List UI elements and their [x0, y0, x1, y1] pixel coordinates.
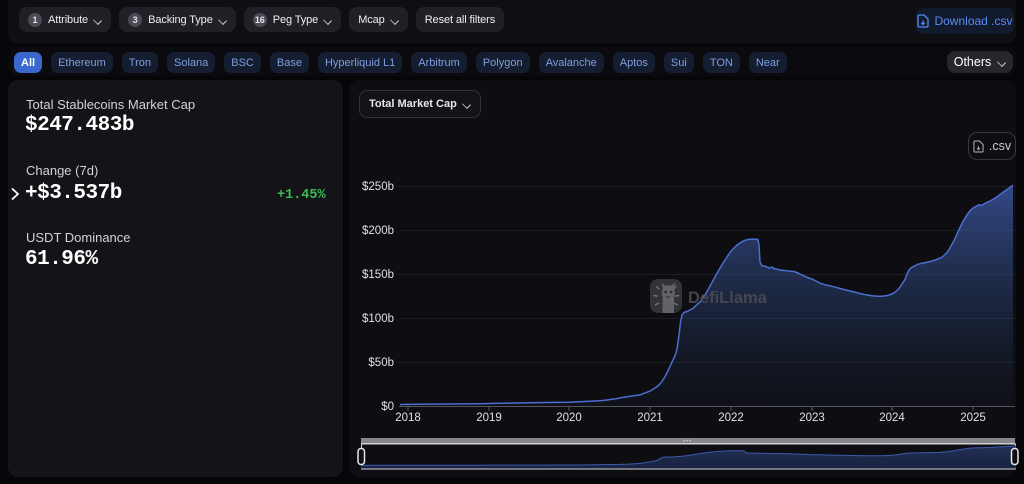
svg-text:$250b: $250b: [362, 181, 394, 193]
svg-text:$150b: $150b: [362, 269, 394, 281]
svg-text:$0: $0: [381, 401, 394, 413]
svg-text:2018: 2018: [395, 412, 421, 424]
svg-text:$100b: $100b: [362, 313, 394, 325]
svg-text:2022: 2022: [718, 412, 744, 424]
svg-text:$50b: $50b: [368, 357, 394, 369]
svg-text:2025: 2025: [960, 412, 986, 424]
svg-text:2023: 2023: [799, 412, 825, 424]
svg-text:2024: 2024: [879, 412, 905, 424]
svg-text:2019: 2019: [476, 412, 502, 424]
svg-text:2020: 2020: [556, 412, 582, 424]
svg-text:$200b: $200b: [362, 225, 394, 237]
svg-text:2021: 2021: [637, 412, 663, 424]
svg-text:DefiLlama: DefiLlama: [688, 289, 768, 307]
